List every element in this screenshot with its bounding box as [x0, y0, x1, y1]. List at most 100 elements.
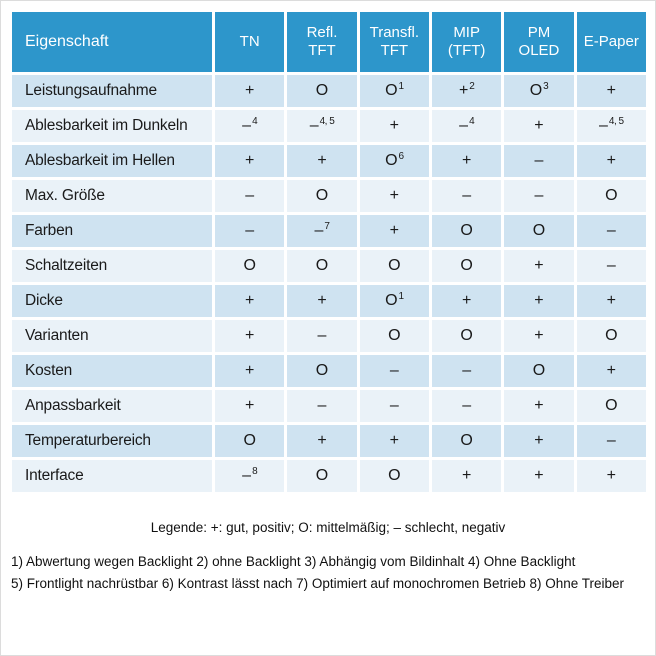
rating-symbol: O [243, 432, 256, 449]
rating-symbol: O [388, 257, 401, 274]
rating-symbol: – [317, 397, 327, 414]
rating-symbol: – [462, 397, 472, 414]
table-cell: + [287, 285, 357, 317]
rating-symbol: – [242, 117, 252, 134]
rating-symbol: – [606, 222, 616, 239]
table-cell: – [576, 215, 646, 247]
rating-symbol: O [460, 432, 473, 449]
footnote-reference: 7 [324, 220, 330, 232]
table-cell: + [215, 320, 285, 352]
rating-symbol: – [245, 187, 255, 204]
row-label: Farben [12, 215, 212, 247]
rating-symbol: O [388, 327, 401, 344]
column-header-mip-tft: MIP (TFT) [431, 12, 502, 72]
rating-symbol: – [242, 467, 252, 484]
column-header-e-paper: E-Paper [576, 12, 646, 72]
table-cell: O3 [504, 75, 574, 107]
rating-symbol: + [389, 117, 399, 134]
rating-symbol: – [309, 117, 319, 134]
table-cell: + [359, 425, 429, 457]
table-cell: O [576, 180, 646, 212]
rating-symbol: O [605, 397, 618, 414]
footnote-reference: 1 [398, 290, 405, 302]
rating-symbol: + [461, 292, 472, 309]
display-technology-comparison-table: Eigenschaft TN Refl. TFT Transfl. TFT MIP (T… [9, 9, 649, 495]
table-cell: – [576, 250, 646, 282]
rating-symbol: + [534, 397, 544, 414]
table-cell: + [576, 460, 646, 492]
footnote-reference: 4, 5 [319, 115, 335, 127]
rating-symbol: O [315, 257, 329, 274]
rating-symbol: + [461, 467, 472, 484]
table-cell: O [431, 250, 502, 282]
table-row: Temperaturbereich O + + O + – [12, 425, 646, 457]
table-cell: O [359, 320, 429, 352]
rating-symbol: + [534, 467, 544, 484]
table-cell: + [504, 460, 574, 492]
table-cell: O6 [359, 145, 429, 177]
rating-symbol: – [534, 187, 544, 204]
legend: Legende: +: gut, positiv; O: mittelmäßig… [150, 520, 506, 535]
header-row: Eigenschaft TN Refl. TFT Transfl. TFT MIP (T… [12, 12, 646, 72]
column-header-pm-oled: PM OLED [504, 12, 574, 72]
table-cell: O [359, 460, 429, 492]
table-cell: – [359, 355, 429, 387]
table-row: Schaltzeiten O O O O + – [12, 250, 646, 282]
rating-symbol: – [314, 222, 324, 239]
rating-symbol: + [534, 432, 544, 449]
rating-symbol: O [385, 82, 398, 99]
rating-symbol: – [317, 327, 327, 344]
table-cell: + [359, 110, 429, 142]
table-cell: + [287, 145, 357, 177]
table-row: Dicke + + O1 + + + [12, 285, 646, 317]
column-header-tn: TN [215, 12, 285, 72]
rating-symbol: + [389, 432, 399, 449]
table-cell: –4, 5 [576, 110, 646, 142]
table-cell: O [359, 250, 429, 282]
rating-symbol: + [389, 187, 399, 204]
table-cell: – [287, 320, 357, 352]
rating-symbol: O [605, 187, 618, 204]
rating-symbol: – [534, 152, 544, 169]
table-row: Ablesbarkeit im Dunkeln –4 –4, 5 + –4 + –4, 5 [12, 110, 646, 142]
footnote-reference: 1 [398, 80, 405, 92]
rating-symbol: + [534, 257, 544, 274]
rating-symbol: + [317, 152, 327, 169]
rating-symbol: + [244, 327, 255, 344]
footnote-reference: 2 [469, 80, 475, 92]
footnote-reference: 4, 5 [608, 115, 624, 127]
table-cell: + [431, 285, 502, 317]
table-cell: O [431, 320, 502, 352]
table-cell: – [504, 145, 574, 177]
table-cell: + [287, 425, 357, 457]
table-cell: –7 [287, 215, 357, 247]
rating-symbol: + [458, 82, 469, 99]
table-cell: + [504, 425, 574, 457]
rating-symbol: + [317, 432, 327, 449]
table-cell: + [576, 285, 646, 317]
table-cell: –4 [215, 110, 285, 142]
rating-symbol: – [389, 362, 399, 379]
rating-symbol: O [532, 362, 546, 379]
rating-symbol: + [461, 152, 472, 169]
footnote-reference: 4 [469, 115, 475, 127]
rating-symbol: + [606, 152, 616, 169]
row-label: Dicke [12, 285, 212, 317]
rating-symbol: O [315, 82, 329, 99]
footnote-reference: 6 [398, 150, 405, 162]
rating-symbol: O [315, 187, 329, 204]
rating-symbol: O [315, 362, 329, 379]
table-row: Anpassbarkeit + – – – + O [12, 390, 646, 422]
footnote-line-2: 5) Frontlight nachrüstbar 6) Kontrast lä… [11, 576, 625, 591]
table-cell: + [504, 285, 574, 317]
table-cell: – [287, 390, 357, 422]
table-cell: + [359, 215, 429, 247]
table-cell: O [504, 215, 574, 247]
row-label: Max. Größe [12, 180, 212, 212]
table-cell: O [287, 180, 357, 212]
table-cell: – [431, 180, 502, 212]
rating-symbol: + [534, 292, 544, 309]
rating-symbol: O [388, 467, 401, 484]
table-cell: + [576, 355, 646, 387]
table-row: Max. Größe – O + – – O [12, 180, 646, 212]
